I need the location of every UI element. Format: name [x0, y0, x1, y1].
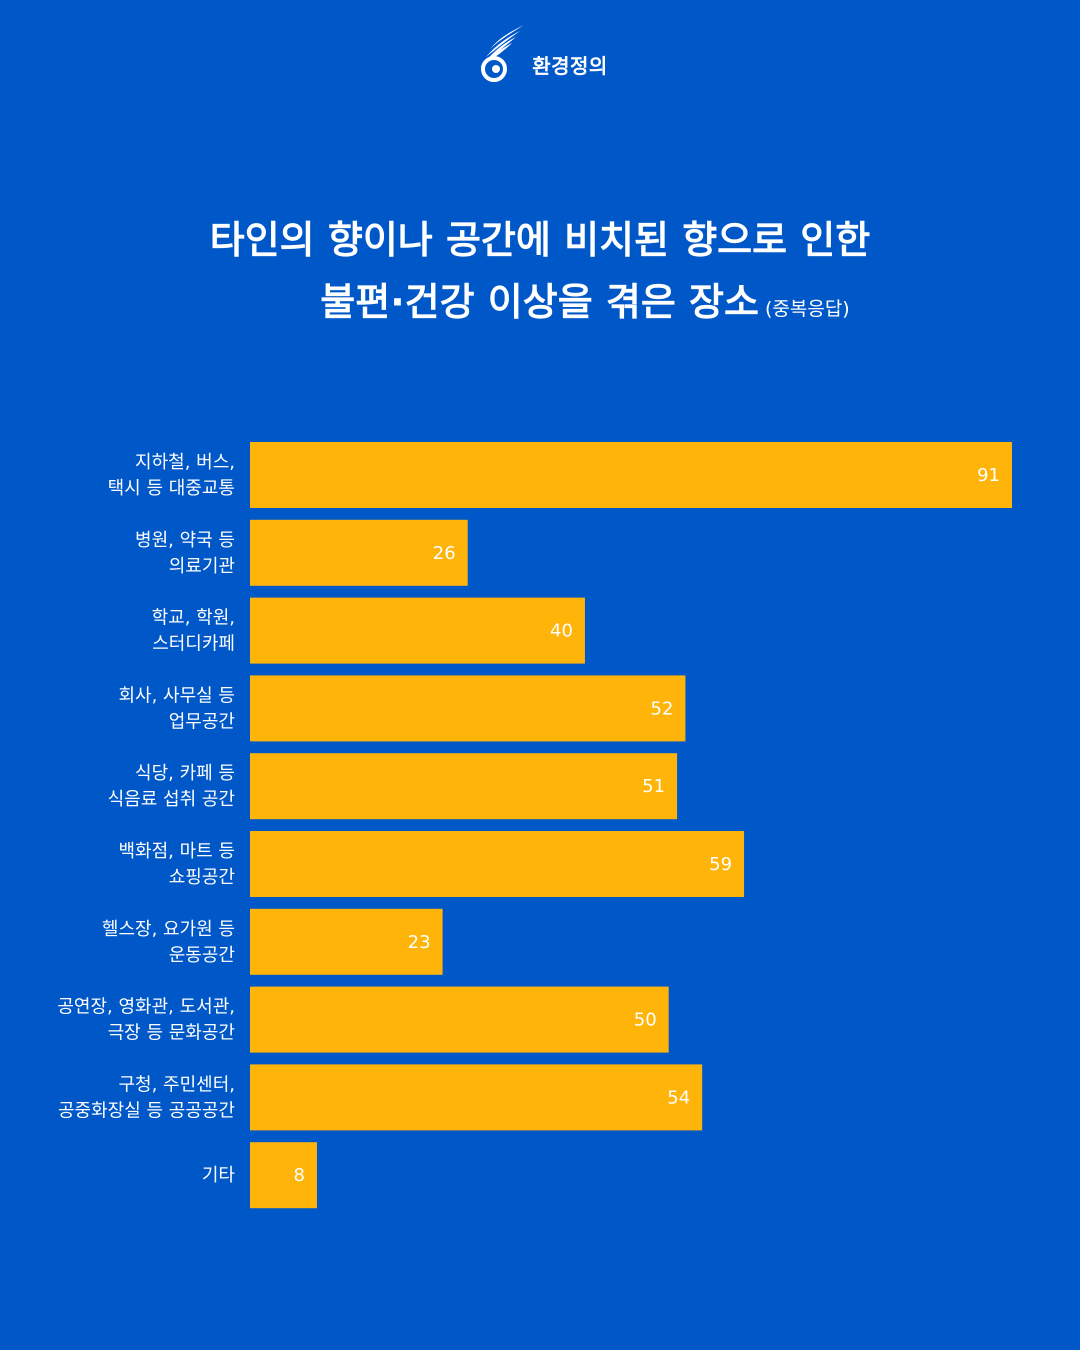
category-label-line: 지하철, 버스, [135, 452, 235, 473]
bar-value-label: 51 [642, 776, 665, 797]
category-label-line: 구청, 주민센터, [118, 1074, 235, 1095]
category-label-line: 의료기관 [169, 556, 235, 577]
bar [250, 831, 745, 897]
bar [250, 1064, 703, 1131]
chart-title-line-1: 타인의 향이나 공간에 비치된 향으로 인한 [209, 218, 871, 262]
category-label-line: 학교, 학원, [152, 608, 235, 629]
logo-text: 환경정의 [532, 53, 608, 78]
bar-value-label: 59 [709, 854, 732, 875]
bar [250, 908, 443, 975]
bar-value-label: 8 [294, 1165, 305, 1186]
bar-value-label: 40 [550, 621, 573, 642]
category-label-line: 공중화장실 등 공공공간 [58, 1100, 235, 1121]
logo: 환경정의 [0, 22, 1080, 84]
bar [250, 442, 1012, 508]
category-label-line: 스터디카페 [152, 634, 235, 655]
category-label-line: 식당, 카페 등 [135, 763, 235, 784]
category-label-line: 극장 등 문화공간 [108, 1023, 235, 1044]
category-label-line: 회사, 사무실 등 [118, 685, 235, 706]
chart-title-line-2-text: 불편·건강 이상을 겪은 장소 [320, 280, 759, 324]
category-label-line: 헬스장, 요가원 등 [102, 919, 235, 940]
bar-value-label: 23 [408, 932, 431, 953]
category-label-line: 택시 등 대중교통 [108, 478, 235, 499]
category-label-line: 운동공간 [169, 945, 235, 966]
bar [250, 675, 686, 742]
category-label-line: 백화점, 마트 등 [118, 841, 235, 862]
category-label-line: 기타 [202, 1165, 236, 1186]
category-label: 구청, 주민센터, 공중화장실 등 공공공간 [58, 1074, 235, 1121]
bar [250, 1142, 317, 1209]
category-label-line: 업무공간 [169, 711, 235, 732]
category-label-line: 쇼핑공간 [169, 867, 235, 888]
chart-title-note: (중복응답) [764, 298, 850, 320]
bar-value-label: 50 [634, 1010, 657, 1031]
category-label: 기타 [202, 1165, 236, 1186]
bar [250, 753, 678, 820]
chart-title-line-2: 불편·건강 이상을 겪은 장소 (중복응답) [0, 280, 1080, 326]
category-label: 공연장, 영화관, 도서관, 극장 등 문화공간 [57, 997, 235, 1044]
bar-value-label: 91 [977, 465, 1000, 486]
bar [250, 597, 585, 664]
bird-swirl-logo-icon [472, 23, 526, 83]
bar [250, 986, 669, 1053]
bar [250, 519, 468, 586]
bar-value-label: 26 [433, 543, 456, 564]
category-label-line: 공연장, 영화관, 도서관, [57, 997, 235, 1018]
bar-value-label: 54 [667, 1087, 690, 1108]
category-label-line: 식음료 섭취 공간 [108, 789, 235, 810]
category-label-line: 병원, 약국 등 [135, 530, 235, 551]
category-label: 지하철, 버스, 택시 등 대중교통 [108, 452, 235, 499]
category-label: 학교, 학원, 스터디카페 [152, 608, 235, 655]
bar-value-label: 52 [651, 698, 674, 719]
